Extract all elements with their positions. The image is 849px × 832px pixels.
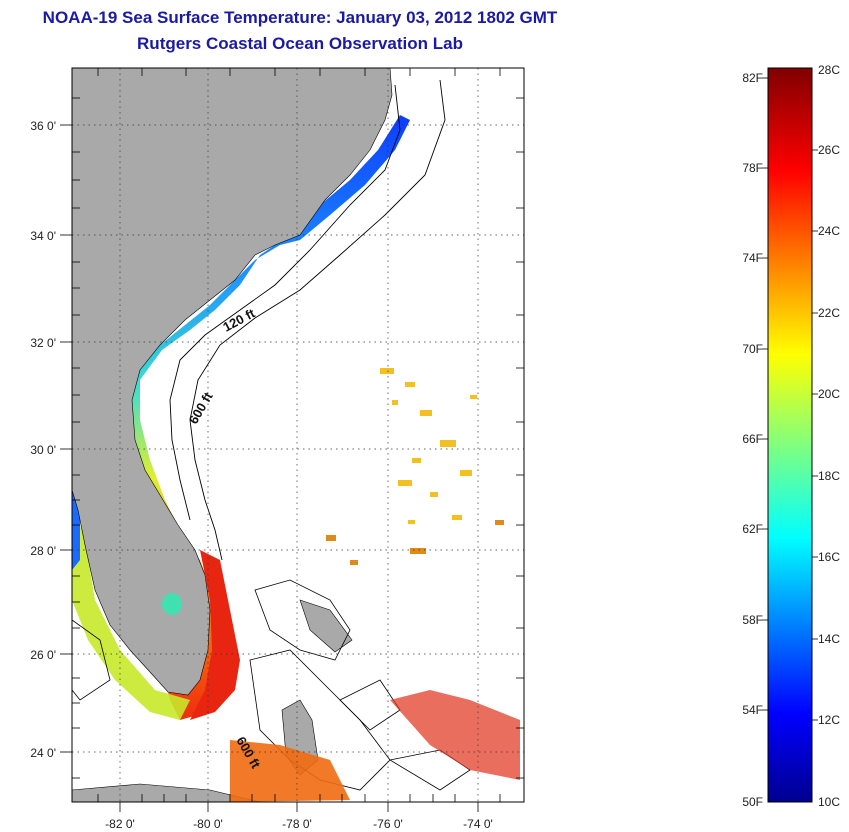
colorbar-label-c: 24C <box>818 224 840 238</box>
colorbar-label-c: 18C <box>818 469 840 483</box>
land-mainland <box>72 68 393 696</box>
colorbar-label-c: 28C <box>818 63 840 77</box>
colorbar-label-f: 66F <box>742 432 763 446</box>
colorbar-label-c: 16C <box>818 550 840 564</box>
map-area <box>72 68 524 802</box>
colorbar-label-c: 10C <box>818 795 840 809</box>
lat-label: 32 0' <box>30 336 56 350</box>
lat-label: 36 0' <box>30 119 56 133</box>
map-frame <box>71 67 525 803</box>
lake-okeechobee <box>162 593 182 615</box>
isobath-600ft <box>189 79 446 561</box>
lat-label: 24 0' <box>30 746 56 760</box>
sst-offshore-patches <box>380 368 477 524</box>
lon-label: -74 0' <box>463 817 493 831</box>
sst-gulf-stream <box>190 550 240 720</box>
colorbar-label-f: 82F <box>742 71 763 85</box>
colorbar-label-f: 74F <box>742 251 763 265</box>
colorbar-label-c: 26C <box>818 143 840 157</box>
longitude-labels: -82 0' -80 0' -78 0' -76 0' -74 0' <box>105 817 493 831</box>
map-title: NOAA-19 Sea Surface Temperature: January… <box>42 8 558 27</box>
colorbar-label-f: 54F <box>742 703 763 717</box>
colorbar-label-c: 22C <box>818 306 840 320</box>
lat-label: 26 0' <box>30 648 56 662</box>
lat-label: 28 0' <box>30 544 56 558</box>
colorbar: 82F 78F 74F 70F 66F 62F 58F 54F 50F 28C … <box>742 63 840 809</box>
colorbar-label-f: 62F <box>742 522 763 536</box>
lat-label: 30 0' <box>30 443 56 457</box>
colorbar-label-c: 20C <box>818 387 840 401</box>
lat-label: 34 0' <box>30 229 56 243</box>
lon-label: -82 0' <box>105 817 135 831</box>
colorbar-label-f: 58F <box>742 613 763 627</box>
lon-label: -78 0' <box>282 817 312 831</box>
sst-south-warm <box>230 740 350 802</box>
isobath-120ft <box>169 84 401 521</box>
colorbar-label-f: 50F <box>742 795 763 809</box>
colorbar-label-f: 78F <box>742 161 763 175</box>
map-subtitle: Rutgers Coastal Ocean Observation Lab <box>137 34 463 53</box>
sst-gulf-band <box>72 500 190 720</box>
map-grid <box>72 68 524 802</box>
lon-label: -80 0' <box>193 817 223 831</box>
colorbar-label-f: 70F <box>742 342 763 356</box>
colorbar-label-c: 12C <box>818 713 840 727</box>
colorbar-label-c: 14C <box>818 632 840 646</box>
colorbar-gradient <box>767 67 813 803</box>
latitude-labels: 36 0' 34 0' 32 0' 30 0' 28 0' 26 0' 24 0… <box>30 119 56 760</box>
lon-label: -76 0' <box>373 817 403 831</box>
land-bahamas-abaco <box>299 599 353 653</box>
